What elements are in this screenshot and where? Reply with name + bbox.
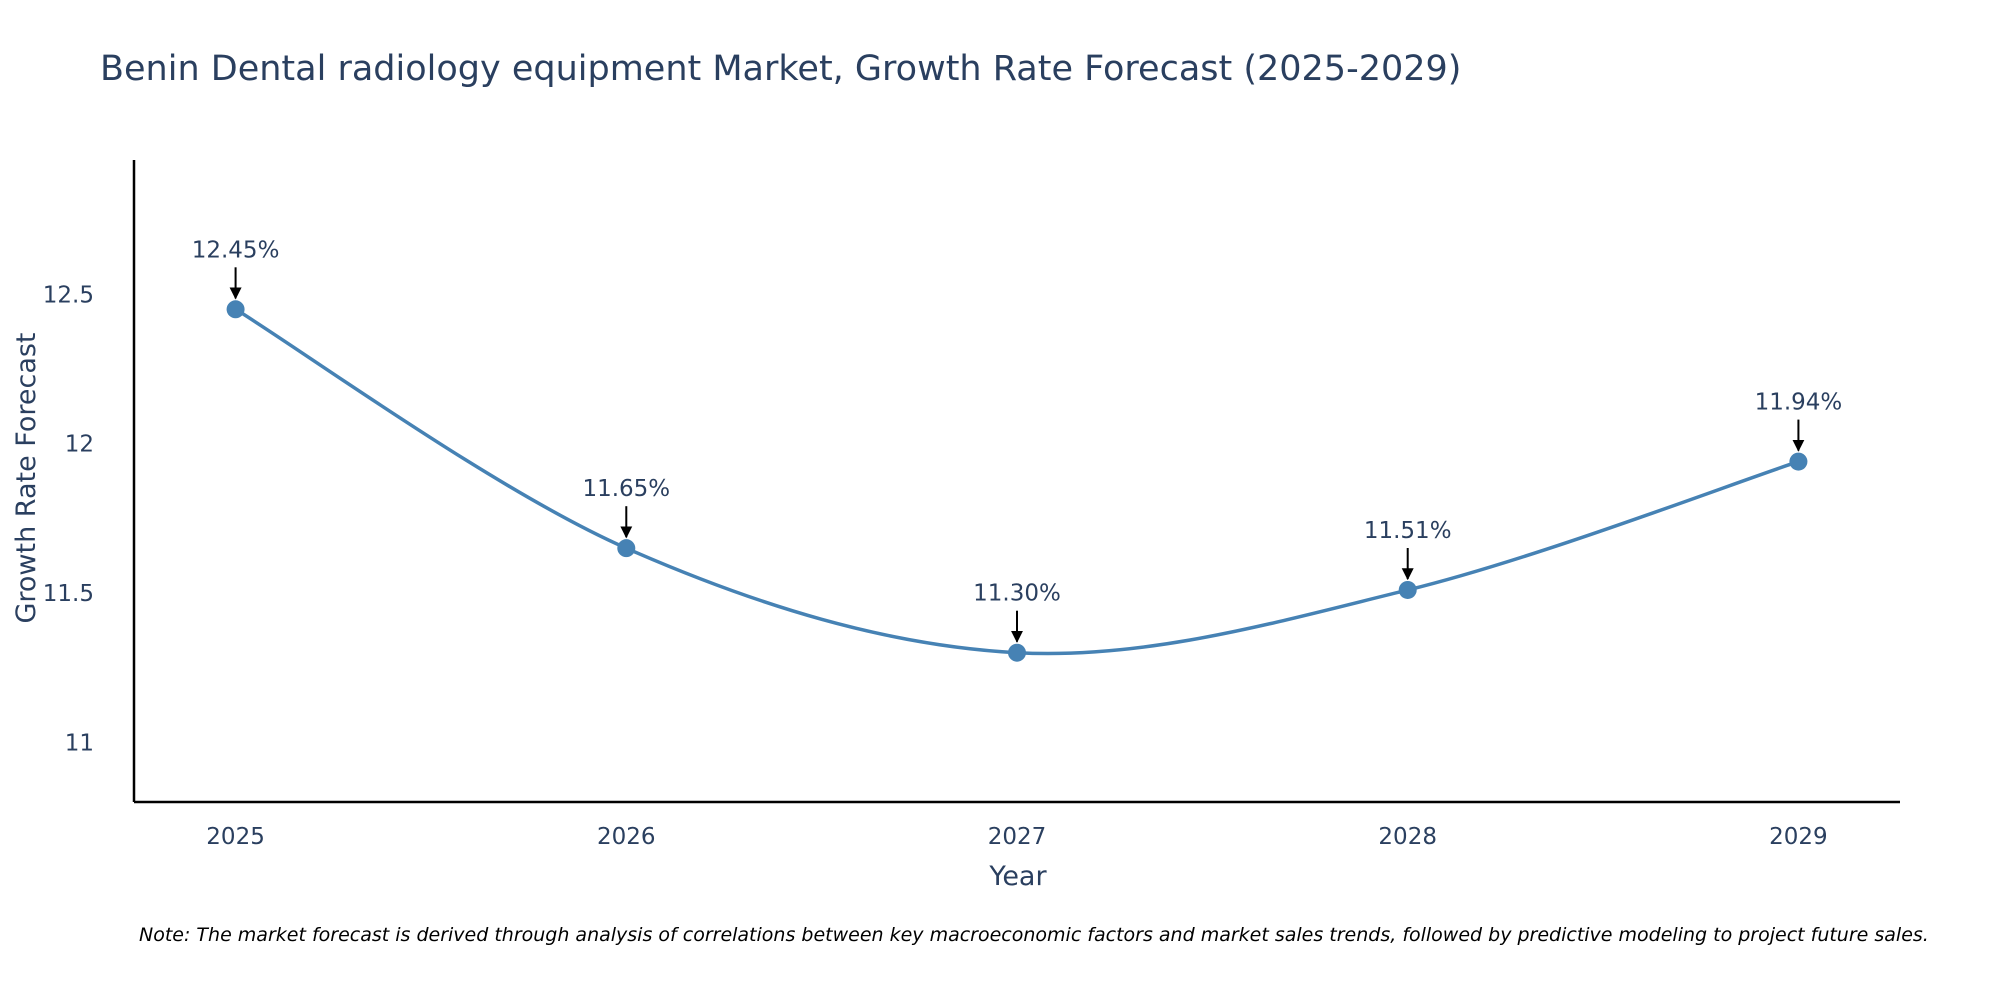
x-tick-label: 2026: [597, 824, 656, 850]
chart-title: Benin Dental radiology equipment Market,…: [100, 49, 1461, 89]
data-label: 11.65%: [582, 476, 670, 502]
data-label: 12.45%: [192, 237, 280, 263]
data-point: [617, 539, 636, 558]
axes: 11 11.5 12 12.5 2025 2026 2027 2028 2029: [43, 160, 1900, 850]
data-point: [1008, 643, 1026, 662]
data-label: 11.94%: [1755, 390, 1843, 416]
data-label: 11.30%: [973, 581, 1061, 607]
footnote: Note: The market forecast is derived thr…: [139, 924, 1929, 946]
y-tick-label: 12.5: [43, 282, 94, 308]
data-label: 11.51%: [1364, 518, 1452, 544]
y-axis-title: Growth Rate Forecast: [11, 332, 42, 623]
x-tick-label: 2029: [1769, 824, 1828, 850]
x-tick-label: 2027: [988, 824, 1047, 850]
x-axis-title: Year: [988, 861, 1047, 892]
plot-area: 12.45% 11.65% 11.30% 11.51% 11.94%: [192, 237, 1843, 662]
x-tick-label: 2028: [1378, 824, 1437, 850]
data-point: [1789, 452, 1808, 471]
y-tick-label: 11: [65, 730, 94, 756]
y-tick-label: 11.5: [43, 581, 94, 607]
x-tick-label: 2025: [206, 824, 265, 850]
data-point: [226, 300, 245, 319]
data-point: [1398, 580, 1417, 599]
y-tick-label: 12: [65, 432, 94, 458]
